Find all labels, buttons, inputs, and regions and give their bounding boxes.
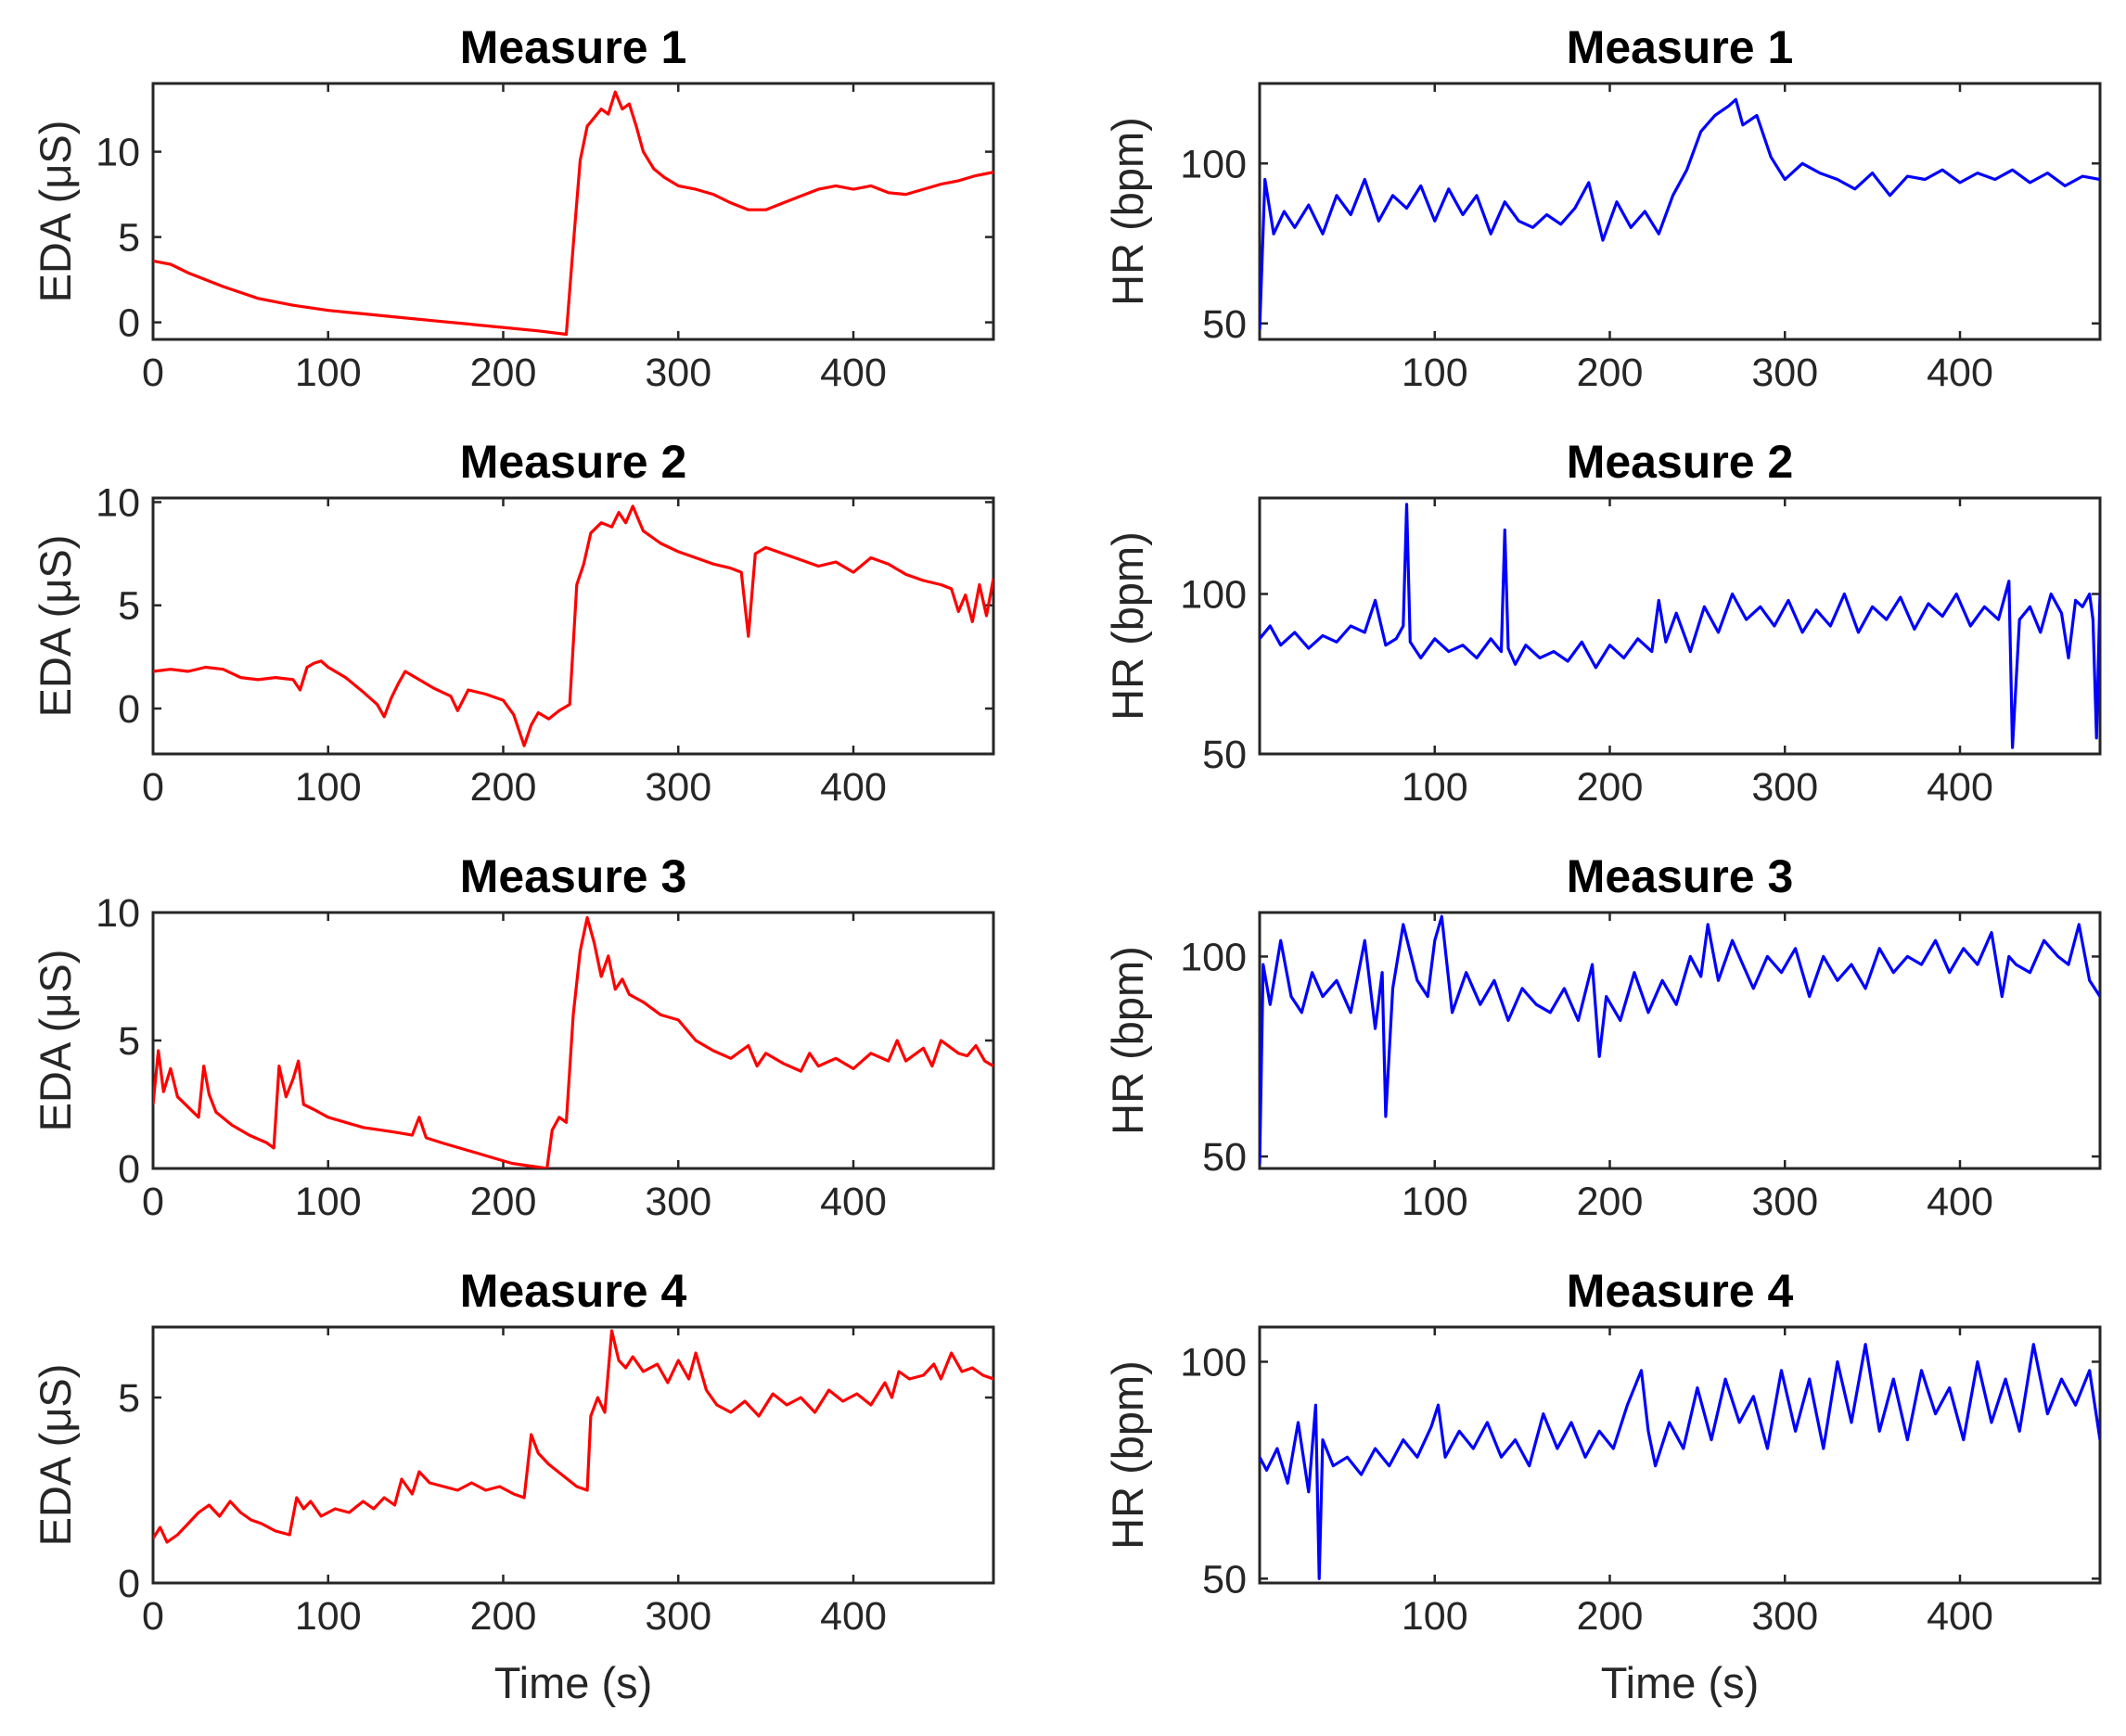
- x-tick-label: 100: [295, 1180, 362, 1224]
- chart-title: Measure 3: [1567, 850, 1794, 902]
- x-tick-label: 100: [295, 351, 362, 395]
- y-tick-label: 100: [1180, 573, 1247, 618]
- x-tick-label: 400: [820, 1594, 887, 1639]
- chart-title: Measure 2: [1567, 436, 1794, 488]
- x-tick-label: 200: [1577, 1594, 1644, 1639]
- x-tick-label: 100: [1402, 765, 1468, 810]
- y-tick-label: 10: [96, 131, 140, 175]
- y-tick-label: 5: [118, 216, 140, 261]
- x-tick-label: 0: [142, 1594, 164, 1639]
- y-tick-label: 50: [1202, 733, 1247, 777]
- series-line: [1260, 97, 2100, 330]
- x-tick-label: 100: [295, 765, 362, 810]
- x-tick-label: 400: [1927, 1594, 1993, 1639]
- chart-title: Measure 1: [460, 21, 687, 73]
- series-line: [153, 504, 993, 747]
- series-line: [153, 915, 993, 1168]
- x-tick-label: 300: [645, 765, 711, 810]
- x-tick-label: 200: [470, 351, 537, 395]
- axes-frame: [151, 82, 995, 341]
- subplot-8: 100 200 300 400 50 100 Measure 4 HR (bpm) Time (…: [1103, 1265, 2102, 1707]
- subplot-7: 0 100 200 300 400 0 5 Measure 4 EDA (μS) Time (s): [31, 1265, 995, 1707]
- x-tick-label: 300: [645, 1180, 711, 1224]
- subplot-3: 0 100 200 300 400 0 5 10 Measure 2 EDA (μS): [31, 436, 995, 810]
- x-tick-label: 300: [1751, 765, 1818, 810]
- axes-frame: [1258, 1325, 2102, 1585]
- y-tick-label: 5: [118, 584, 140, 629]
- x-tick-label: 300: [1751, 1180, 1818, 1224]
- chart-title: Measure 4: [460, 1265, 687, 1317]
- y-tick-label: 5: [118, 1376, 140, 1421]
- y-tick-label: 10: [96, 891, 140, 936]
- x-tick-label: 200: [1577, 1180, 1644, 1224]
- series-line: [1260, 503, 2100, 749]
- y-tick-label: 10: [96, 480, 140, 525]
- subplot-4: 100 200 300 400 50 100 Measure 2 HR (bpm): [1103, 436, 2102, 810]
- subplot-5: 0 100 200 300 400 0 5 10 Measure 3 EDA (μS): [31, 850, 995, 1224]
- x-tick-label: 300: [645, 1594, 711, 1639]
- x-tick-label: 400: [820, 765, 887, 810]
- y-tick-label: 50: [1202, 1135, 1247, 1180]
- y-tick-label: 100: [1180, 1340, 1247, 1385]
- series-line: [153, 90, 993, 337]
- x-tick-label: 100: [1402, 351, 1468, 395]
- y-axis-label: EDA (μS): [31, 535, 80, 718]
- x-tick-label: 400: [1927, 765, 1993, 810]
- x-tick-label: 100: [1402, 1594, 1468, 1639]
- x-axis-label: Time (s): [1601, 1658, 1760, 1707]
- subplot-1: 0 100 200 300 400 0 5 10 Measure 1 EDA (μS): [31, 21, 995, 395]
- x-tick-label: 200: [470, 1594, 537, 1639]
- x-tick-label: 200: [1577, 351, 1644, 395]
- x-tick-label: 400: [820, 1180, 887, 1224]
- series-line: [1260, 914, 2100, 1165]
- y-tick-label: 50: [1202, 302, 1247, 347]
- y-tick-label: 5: [118, 1019, 140, 1064]
- subplot-2: 100 200 300 400 50 100 Measure 1 HR (bpm): [1103, 21, 2102, 395]
- chart-title: Measure 4: [1567, 1265, 1794, 1317]
- x-axis-label: Time (s): [494, 1658, 653, 1707]
- chart-title: Measure 3: [460, 850, 687, 902]
- x-tick-label: 200: [1577, 765, 1644, 810]
- y-axis-label: HR (bpm): [1103, 1360, 1152, 1550]
- y-tick-label: 0: [118, 301, 140, 346]
- x-tick-label: 300: [1751, 1594, 1818, 1639]
- subplot-6: 100 200 300 400 50 100 Measure 3 HR (bpm): [1103, 850, 2102, 1224]
- y-axis-label: EDA (μS): [31, 1364, 80, 1547]
- axes-frame: [151, 1325, 995, 1585]
- x-tick-label: 400: [1927, 351, 1993, 395]
- y-tick-label: 0: [118, 687, 140, 732]
- series-line: [153, 1329, 993, 1544]
- series-line: [1260, 1343, 2100, 1580]
- x-tick-label: 300: [1751, 351, 1818, 395]
- y-axis-label: HR (bpm): [1103, 946, 1152, 1135]
- axes-frame: [1258, 911, 2102, 1170]
- y-tick-label: 100: [1180, 142, 1247, 186]
- y-tick-label: 0: [118, 1562, 140, 1606]
- x-tick-label: 200: [470, 765, 537, 810]
- y-axis-label: EDA (μS): [31, 950, 80, 1132]
- y-tick-label: 50: [1202, 1557, 1247, 1602]
- chart-title: Measure 2: [460, 436, 687, 488]
- x-tick-label: 0: [142, 351, 164, 395]
- x-tick-label: 0: [142, 765, 164, 810]
- axes-frame: [1258, 82, 2102, 341]
- chart-title: Measure 1: [1567, 21, 1794, 73]
- y-axis-label: EDA (μS): [31, 121, 80, 303]
- x-tick-label: 0: [142, 1180, 164, 1224]
- x-tick-label: 300: [645, 351, 711, 395]
- y-tick-label: 0: [118, 1147, 140, 1192]
- y-axis-label: HR (bpm): [1103, 117, 1152, 306]
- y-axis-label: HR (bpm): [1103, 531, 1152, 721]
- x-tick-label: 400: [820, 351, 887, 395]
- x-tick-label: 100: [1402, 1180, 1468, 1224]
- x-tick-label: 100: [295, 1594, 362, 1639]
- x-tick-label: 400: [1927, 1180, 1993, 1224]
- axes-frame: [151, 911, 995, 1170]
- x-tick-label: 200: [470, 1180, 537, 1224]
- y-tick-label: 100: [1180, 935, 1247, 979]
